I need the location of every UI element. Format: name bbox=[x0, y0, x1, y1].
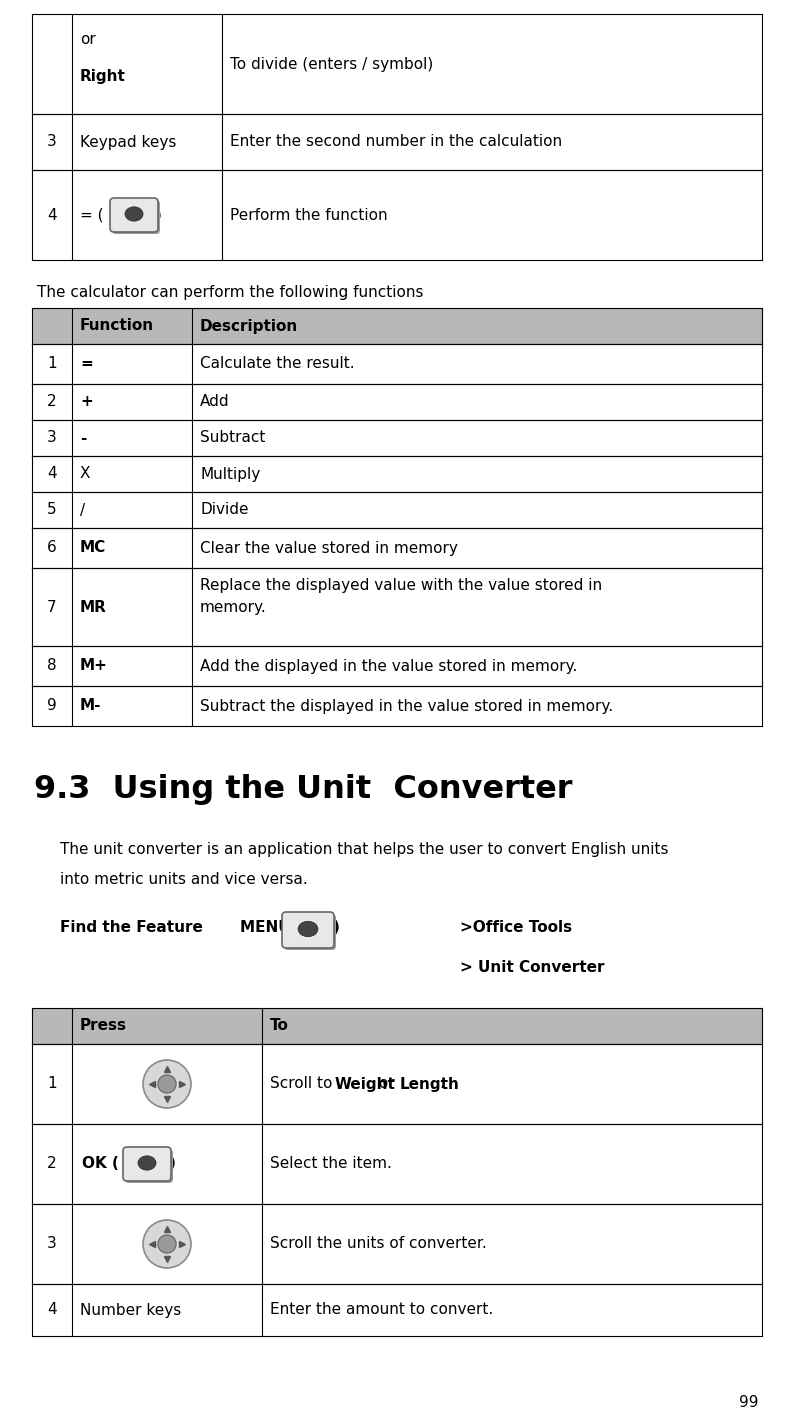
Text: Scroll to: Scroll to bbox=[270, 1077, 337, 1092]
Text: memory.: memory. bbox=[200, 600, 267, 615]
Bar bbox=[32, 420, 762, 456]
Text: = (: = ( bbox=[80, 208, 103, 222]
Text: into metric units and vice versa.: into metric units and vice versa. bbox=[60, 871, 308, 887]
Text: > Unit Converter: > Unit Converter bbox=[460, 960, 604, 975]
Text: ): ) bbox=[169, 1156, 176, 1172]
Text: Function: Function bbox=[80, 319, 154, 333]
Bar bbox=[32, 528, 762, 568]
Text: X: X bbox=[80, 467, 91, 481]
Text: Number keys: Number keys bbox=[80, 1303, 181, 1317]
Circle shape bbox=[143, 1220, 191, 1267]
Text: or: or bbox=[80, 33, 96, 47]
Text: M+: M+ bbox=[80, 658, 108, 674]
Text: Perform the function: Perform the function bbox=[230, 208, 388, 222]
Text: .: . bbox=[439, 1077, 444, 1092]
Bar bbox=[32, 169, 762, 261]
Text: The unit converter is an application that helps the user to convert English unit: The unit converter is an application tha… bbox=[60, 842, 668, 857]
Text: To divide (enters / symbol): To divide (enters / symbol) bbox=[230, 57, 433, 71]
Text: 5: 5 bbox=[47, 503, 57, 517]
Text: Length: Length bbox=[400, 1077, 460, 1092]
Text: Select the item.: Select the item. bbox=[270, 1156, 392, 1172]
Bar bbox=[32, 493, 762, 528]
Text: 2: 2 bbox=[47, 1156, 57, 1172]
Text: 6: 6 bbox=[47, 541, 57, 555]
Text: ): ) bbox=[333, 920, 340, 936]
Text: Subtract: Subtract bbox=[200, 430, 265, 446]
Bar bbox=[32, 456, 762, 493]
Text: 9: 9 bbox=[47, 699, 57, 713]
Text: ): ) bbox=[156, 208, 162, 222]
FancyBboxPatch shape bbox=[110, 198, 158, 232]
Bar bbox=[32, 1044, 762, 1124]
Bar bbox=[32, 384, 762, 420]
Circle shape bbox=[143, 1059, 191, 1108]
Text: 4: 4 bbox=[47, 467, 57, 481]
Ellipse shape bbox=[298, 921, 318, 937]
Text: 7: 7 bbox=[47, 600, 57, 615]
Bar bbox=[32, 646, 762, 686]
Text: 4: 4 bbox=[47, 1303, 57, 1317]
Text: Replace the displayed value with the value stored in: Replace the displayed value with the val… bbox=[200, 578, 602, 592]
Bar bbox=[32, 345, 762, 384]
Circle shape bbox=[158, 1075, 176, 1094]
Text: 99: 99 bbox=[739, 1396, 758, 1410]
Text: Weight: Weight bbox=[335, 1077, 396, 1092]
FancyBboxPatch shape bbox=[284, 914, 336, 950]
FancyBboxPatch shape bbox=[282, 911, 334, 948]
Ellipse shape bbox=[138, 1156, 156, 1171]
Text: 8: 8 bbox=[47, 658, 57, 674]
Text: +: + bbox=[80, 394, 92, 410]
Text: MC: MC bbox=[80, 541, 106, 555]
Bar bbox=[32, 1008, 762, 1044]
Text: Subtract the displayed in the value stored in memory.: Subtract the displayed in the value stor… bbox=[200, 699, 613, 713]
Bar bbox=[32, 686, 762, 726]
Text: Multiply: Multiply bbox=[200, 467, 260, 481]
Text: Clear the value stored in memory: Clear the value stored in memory bbox=[200, 541, 458, 555]
Text: 3: 3 bbox=[47, 430, 57, 446]
Text: 1: 1 bbox=[47, 356, 57, 372]
Text: M-: M- bbox=[80, 699, 101, 713]
Text: Right: Right bbox=[80, 68, 126, 84]
Text: 3: 3 bbox=[47, 1236, 57, 1252]
Text: Enter the amount to convert.: Enter the amount to convert. bbox=[270, 1303, 493, 1317]
Text: or: or bbox=[374, 1077, 400, 1092]
Bar bbox=[32, 1284, 762, 1336]
Bar bbox=[32, 568, 762, 646]
Bar bbox=[32, 308, 762, 345]
Text: 4: 4 bbox=[47, 208, 57, 222]
Bar bbox=[32, 1205, 762, 1284]
FancyBboxPatch shape bbox=[112, 199, 160, 234]
Text: MR: MR bbox=[80, 600, 107, 615]
Text: Description: Description bbox=[200, 319, 299, 333]
Bar bbox=[32, 114, 762, 169]
Text: Enter the second number in the calculation: Enter the second number in the calculati… bbox=[230, 134, 562, 150]
Text: 3: 3 bbox=[47, 134, 57, 150]
Circle shape bbox=[158, 1235, 176, 1253]
Text: Scroll the units of converter.: Scroll the units of converter. bbox=[270, 1236, 487, 1252]
Text: The calculator can perform the following functions: The calculator can perform the following… bbox=[37, 285, 423, 300]
Text: Add: Add bbox=[200, 394, 230, 410]
Text: Divide: Divide bbox=[200, 503, 249, 517]
Bar bbox=[32, 14, 762, 114]
Text: OK (: OK ( bbox=[82, 1156, 118, 1172]
Text: Add the displayed in the value stored in memory.: Add the displayed in the value stored in… bbox=[200, 658, 577, 674]
Text: 1: 1 bbox=[47, 1077, 57, 1092]
Text: MENU (: MENU ( bbox=[240, 920, 303, 936]
Ellipse shape bbox=[125, 206, 143, 221]
Text: /: / bbox=[80, 503, 85, 517]
Text: -: - bbox=[80, 430, 86, 446]
Text: Press: Press bbox=[80, 1018, 127, 1034]
Text: 9.3  Using the Unit  Converter: 9.3 Using the Unit Converter bbox=[34, 775, 573, 805]
Text: To: To bbox=[270, 1018, 289, 1034]
Text: Keypad keys: Keypad keys bbox=[80, 134, 176, 150]
Text: 2: 2 bbox=[47, 394, 57, 410]
FancyBboxPatch shape bbox=[125, 1149, 173, 1183]
Text: Find the Feature: Find the Feature bbox=[60, 920, 203, 936]
Text: =: = bbox=[80, 356, 92, 372]
Bar bbox=[32, 1124, 762, 1205]
Text: Calculate the result.: Calculate the result. bbox=[200, 356, 355, 372]
Text: >Office Tools: >Office Tools bbox=[460, 920, 572, 936]
FancyBboxPatch shape bbox=[123, 1146, 171, 1180]
